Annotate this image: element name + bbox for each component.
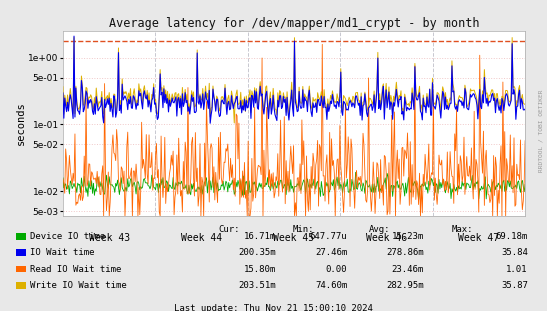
Text: RRDTOOL / TOBI OETIKER: RRDTOOL / TOBI OETIKER [538,89,543,172]
Text: Week 47: Week 47 [458,233,499,243]
Text: 69.18m: 69.18m [496,232,528,241]
Text: 282.95m: 282.95m [386,281,424,290]
Text: Min:: Min: [293,225,314,234]
Text: 16.71m: 16.71m [244,232,276,241]
Text: Write IO Wait time: Write IO Wait time [30,281,127,290]
Text: 74.60m: 74.60m [315,281,347,290]
Text: Week 44: Week 44 [181,233,222,243]
Text: Week 46: Week 46 [366,233,407,243]
Title: Average latency for /dev/mapper/md1_crypt - by month: Average latency for /dev/mapper/md1_cryp… [109,17,479,30]
Text: Last update: Thu Nov 21 15:00:10 2024: Last update: Thu Nov 21 15:00:10 2024 [174,304,373,311]
Text: Week 43: Week 43 [89,233,130,243]
Text: Read IO Wait time: Read IO Wait time [30,265,121,273]
Y-axis label: seconds: seconds [15,102,26,146]
Text: Week 45: Week 45 [274,233,315,243]
Text: 203.51m: 203.51m [238,281,276,290]
Text: 35.87: 35.87 [501,281,528,290]
Text: 15.80m: 15.80m [244,265,276,273]
Text: 278.86m: 278.86m [386,248,424,257]
Text: 1.01: 1.01 [507,265,528,273]
Text: 0.00: 0.00 [326,265,347,273]
Text: 23.46m: 23.46m [392,265,424,273]
Text: 200.35m: 200.35m [238,248,276,257]
Text: Cur:: Cur: [219,225,240,234]
Text: 647.77u: 647.77u [310,232,347,241]
Text: Max:: Max: [451,225,473,234]
Text: Device IO time: Device IO time [30,232,106,241]
Text: 15.23m: 15.23m [392,232,424,241]
Text: 35.84: 35.84 [501,248,528,257]
Text: IO Wait time: IO Wait time [30,248,95,257]
Text: Avg:: Avg: [369,225,391,234]
Text: 27.46m: 27.46m [315,248,347,257]
